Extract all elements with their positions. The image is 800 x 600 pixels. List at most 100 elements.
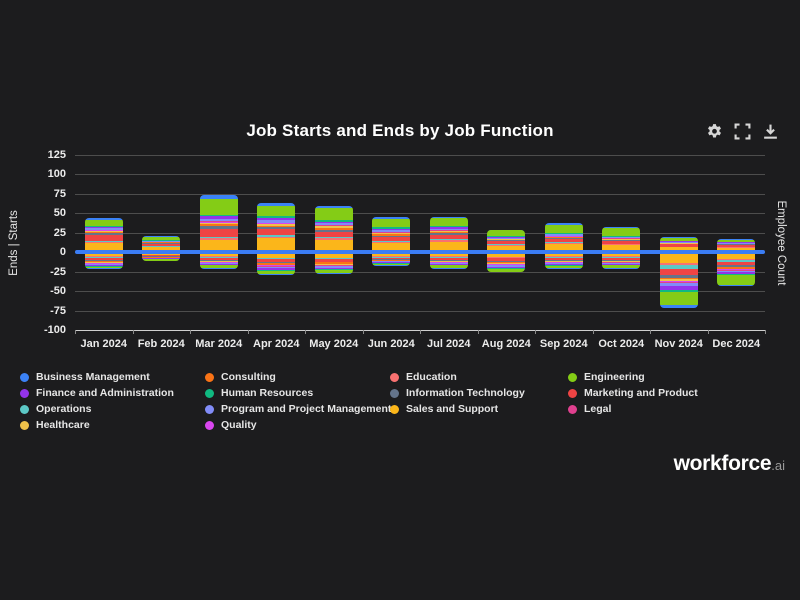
bar-segment bbox=[487, 266, 526, 269]
legend-item-marketing-and-product[interactable]: Marketing and Product bbox=[568, 387, 782, 399]
legend-marker-icon bbox=[568, 372, 577, 382]
x-tick-label: Apr 2024 bbox=[253, 338, 300, 350]
bar-starts-2[interactable] bbox=[142, 235, 181, 253]
bar-ends-1[interactable] bbox=[84, 252, 123, 270]
bar-segment bbox=[199, 228, 238, 237]
legend-item-legal[interactable]: Legal bbox=[568, 403, 782, 415]
bar-segment bbox=[314, 267, 353, 270]
bar-segment bbox=[429, 228, 468, 231]
bar-segment bbox=[659, 252, 698, 264]
bar-starts-1[interactable] bbox=[84, 218, 123, 253]
bar-segment bbox=[487, 245, 526, 246]
bar-segment bbox=[199, 222, 238, 225]
zero-baseline bbox=[75, 250, 765, 255]
x-tick-label: Dec 2024 bbox=[712, 338, 761, 350]
bar-starts-6[interactable] bbox=[372, 217, 411, 253]
bar-segment bbox=[659, 282, 698, 284]
bar-segment bbox=[659, 280, 698, 283]
legend-label: Marketing and Product bbox=[584, 387, 698, 399]
bar-ends-11[interactable] bbox=[659, 252, 698, 309]
bar-ends-5[interactable] bbox=[314, 252, 353, 274]
bar-segment bbox=[314, 265, 353, 267]
bar-segment bbox=[659, 243, 698, 245]
legend-marker-icon bbox=[205, 372, 214, 382]
bar-segment bbox=[544, 265, 583, 267]
bar-segment bbox=[372, 256, 411, 257]
bar-starts-8[interactable] bbox=[487, 229, 526, 253]
bar-starts-12[interactable] bbox=[717, 239, 756, 253]
bar-segment bbox=[429, 231, 468, 232]
legend-label: Quality bbox=[221, 419, 257, 431]
bar-segment bbox=[314, 269, 353, 274]
legend-item-consulting[interactable]: Consulting bbox=[205, 371, 390, 383]
bar-segment bbox=[257, 220, 296, 223]
bar-starts-9[interactable] bbox=[544, 223, 583, 253]
legend-item-operations[interactable]: Operations bbox=[20, 403, 205, 415]
bar-segment bbox=[602, 237, 641, 239]
bar-ends-6[interactable] bbox=[372, 252, 411, 267]
legend-item-healthcare[interactable]: Healthcare bbox=[20, 419, 205, 431]
legend-item-human-resources[interactable]: Human Resources bbox=[205, 387, 390, 399]
bar-segment bbox=[142, 240, 181, 242]
bar-starts-7[interactable] bbox=[429, 217, 468, 253]
bar-segment bbox=[199, 252, 238, 257]
bar-segment bbox=[372, 260, 411, 262]
legend-item-business-management[interactable]: Business Management bbox=[20, 371, 205, 383]
bar-segment bbox=[257, 268, 296, 270]
bar-segment bbox=[199, 262, 238, 264]
fullscreen-icon[interactable] bbox=[734, 123, 751, 140]
bar-ends-10[interactable] bbox=[602, 252, 641, 269]
bar-segment bbox=[372, 217, 411, 219]
x-tick bbox=[535, 330, 536, 334]
legend-item-program-and-project-management[interactable]: Program and Project Management bbox=[205, 403, 392, 415]
bar-starts-10[interactable] bbox=[602, 226, 641, 253]
bar-segment bbox=[429, 260, 468, 262]
legend-item-finance-and-administration[interactable]: Finance and Administration bbox=[20, 387, 205, 399]
bar-segment bbox=[372, 259, 411, 260]
bar-segment bbox=[487, 258, 526, 261]
legend-item-quality[interactable]: Quality bbox=[205, 419, 390, 431]
bar-segment bbox=[429, 257, 468, 260]
bar-ends-4[interactable] bbox=[257, 252, 296, 275]
bar-segment bbox=[429, 263, 468, 265]
legend-marker-icon bbox=[390, 404, 399, 414]
bar-segment bbox=[544, 233, 583, 235]
bar-segment bbox=[544, 259, 583, 261]
bar-starts-11[interactable] bbox=[659, 237, 698, 253]
download-icon[interactable] bbox=[762, 123, 779, 140]
bar-segment bbox=[257, 236, 296, 239]
bar-starts-5[interactable] bbox=[314, 205, 353, 253]
bar-ends-3[interactable] bbox=[199, 252, 238, 269]
brand-suffix: .ai bbox=[771, 458, 785, 473]
x-tick-label: Jan 2024 bbox=[80, 338, 127, 350]
x-tick bbox=[132, 330, 134, 334]
bar-starts-4[interactable] bbox=[257, 203, 296, 253]
bar-segment bbox=[659, 244, 698, 247]
legend-item-information-technology[interactable]: Information Technology bbox=[390, 387, 568, 399]
legend-item-engineering[interactable]: Engineering bbox=[568, 371, 782, 383]
bar-segment bbox=[372, 228, 411, 231]
bar-starts-3[interactable] bbox=[199, 194, 238, 253]
legend-item-sales-and-support[interactable]: Sales and Support bbox=[390, 403, 568, 415]
legend-label: Program and Project Management bbox=[221, 403, 392, 415]
bar-segment bbox=[602, 245, 641, 253]
bar-segment bbox=[199, 260, 238, 262]
bar-segment bbox=[602, 256, 641, 257]
bar-ends-12[interactable] bbox=[717, 252, 756, 287]
bar-segment bbox=[487, 239, 526, 241]
legend-item-education[interactable]: Education bbox=[390, 371, 568, 383]
bar-segment bbox=[314, 224, 353, 226]
bar-segment bbox=[199, 214, 238, 217]
settings-icon[interactable] bbox=[706, 123, 723, 140]
bar-segment bbox=[717, 239, 756, 243]
bar-ends-8[interactable] bbox=[487, 252, 526, 273]
bar-segment bbox=[257, 266, 296, 269]
bar-ends-7[interactable] bbox=[429, 252, 468, 269]
bar-ends-9[interactable] bbox=[544, 252, 583, 270]
x-tick bbox=[247, 330, 249, 334]
legend-marker-icon bbox=[20, 388, 29, 398]
bar-segment bbox=[717, 252, 756, 260]
bar-segment bbox=[602, 228, 641, 236]
bar-segment bbox=[717, 275, 756, 285]
